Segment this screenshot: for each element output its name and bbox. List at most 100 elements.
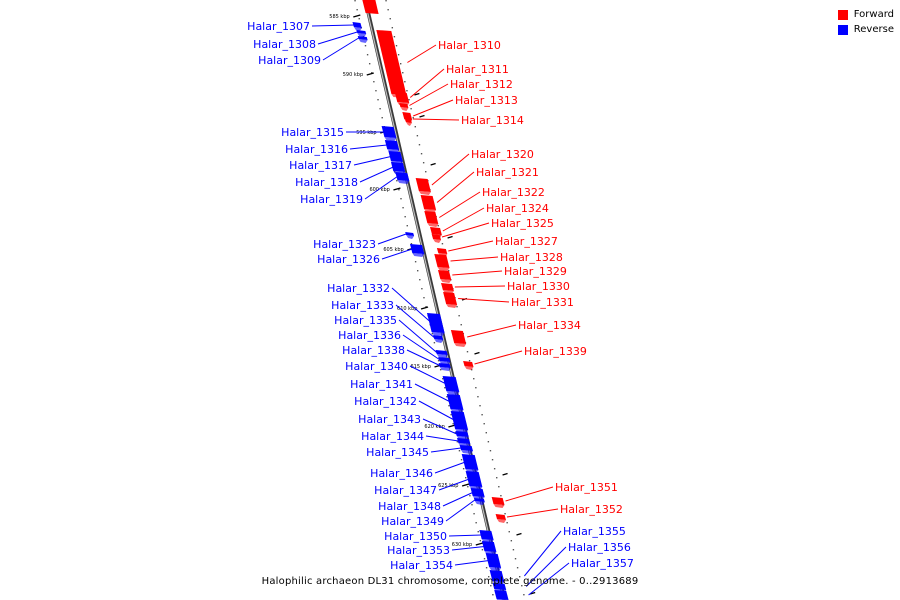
gene-block-reverse bbox=[470, 488, 485, 500]
gene-label-reverse: Halar_1355 bbox=[563, 525, 626, 538]
gene-leader-line bbox=[402, 334, 440, 360]
gene-label-forward: Halar_1327 bbox=[495, 235, 558, 248]
tick-label: 625 kbp bbox=[438, 483, 458, 489]
gene-leader-line bbox=[454, 285, 506, 288]
gene-leader-line bbox=[506, 508, 559, 518]
legend-reverse: Reverse bbox=[837, 22, 894, 37]
gene-label-forward: Halar_1331 bbox=[511, 296, 574, 309]
gene-block-forward bbox=[441, 283, 454, 294]
gene-label-forward: Halar_1313 bbox=[455, 94, 518, 107]
legend: Forward Reverse bbox=[837, 7, 894, 37]
gene-leader-line bbox=[436, 171, 475, 203]
tick-label: 605 kbp bbox=[383, 247, 403, 253]
tick-label: 620 kbp bbox=[424, 424, 444, 430]
gene-leader-line bbox=[422, 418, 457, 435]
gene-block-reverse bbox=[352, 22, 362, 31]
tick-label: 585 kbp bbox=[329, 14, 349, 20]
gene-leader-line bbox=[430, 447, 462, 453]
tick-mark bbox=[461, 483, 470, 487]
gene-leader-line bbox=[442, 207, 485, 232]
tick-label: 600 kbp bbox=[369, 187, 389, 193]
gene-label-forward: Halar_1324 bbox=[486, 202, 549, 215]
genome-caption: Halophilic archaeon DL31 chromosome, com… bbox=[261, 576, 639, 587]
gene-block-reverse bbox=[356, 30, 367, 37]
gene-leader-line bbox=[353, 156, 392, 166]
gene-leader-line bbox=[525, 546, 567, 587]
gene-leader-line bbox=[311, 24, 354, 27]
gene-block-reverse bbox=[461, 454, 479, 473]
tick-label: 595 kbp bbox=[356, 130, 376, 136]
gene-label-forward: Halar_1334 bbox=[518, 319, 581, 332]
gene-block-reverse bbox=[405, 232, 415, 239]
legend-forward-label: Forward bbox=[853, 9, 894, 20]
gene-leader-line bbox=[439, 191, 481, 218]
gene-leader-line bbox=[451, 546, 485, 551]
gene-label-reverse: Halar_1341 bbox=[350, 378, 413, 391]
gene-leader-line bbox=[452, 270, 503, 276]
tick-label: 610 kbp bbox=[397, 306, 417, 312]
gene-leader-line bbox=[448, 240, 494, 252]
gene-label-reverse: Halar_1347 bbox=[374, 484, 437, 497]
gene-leader-line bbox=[445, 499, 476, 522]
tick-mark bbox=[366, 72, 374, 76]
gene-block-forward bbox=[424, 211, 439, 227]
gene-block-reverse bbox=[442, 376, 460, 395]
gene-block-forward bbox=[399, 103, 409, 111]
gene-label-reverse: Halar_1336 bbox=[338, 329, 401, 342]
gene-leader-line bbox=[359, 166, 394, 183]
gene-label-reverse: Halar_1345 bbox=[366, 446, 429, 459]
gene-block-reverse bbox=[409, 244, 425, 257]
gene-label-reverse: Halar_1326 bbox=[317, 253, 380, 266]
gene-label-forward: Halar_1312 bbox=[450, 78, 513, 91]
gene-leader-line bbox=[407, 44, 437, 63]
gene-label-reverse: Halar_1335 bbox=[334, 314, 397, 327]
gene-block-forward bbox=[450, 330, 467, 347]
gene-leader-line bbox=[409, 68, 445, 98]
gene-leader-line bbox=[454, 560, 490, 566]
gene-block-forward bbox=[420, 195, 437, 213]
gene-label-reverse: Halar_1338 bbox=[342, 344, 405, 357]
gene-label-reverse: Halar_1340 bbox=[345, 360, 408, 373]
gene-leader-line bbox=[409, 365, 447, 385]
gene-label-forward: Halar_1321 bbox=[476, 166, 539, 179]
gene-block-forward bbox=[404, 115, 412, 126]
gene-leader-line bbox=[441, 222, 490, 238]
gene-label-forward: Halar_1325 bbox=[491, 217, 554, 230]
forward-swatch bbox=[837, 9, 848, 20]
gene-block-reverse bbox=[435, 350, 448, 358]
gene-leader-line bbox=[438, 478, 470, 491]
gene-block-forward bbox=[438, 270, 452, 283]
gene-leader-line bbox=[528, 562, 570, 596]
gene-leader-line bbox=[317, 31, 358, 45]
gene-leader-line bbox=[431, 153, 470, 186]
gene-label-reverse: Halar_1318 bbox=[295, 176, 358, 189]
gene-block-reverse bbox=[395, 172, 410, 184]
gene-label-forward: Halar_1351 bbox=[555, 481, 618, 494]
gene-label-reverse: Halar_1356 bbox=[568, 541, 631, 554]
gene-block-reverse bbox=[357, 36, 368, 43]
gene-leader-line bbox=[412, 118, 460, 121]
gene-label-reverse: Halar_1357 bbox=[571, 557, 634, 570]
gene-label-reverse: Halar_1316 bbox=[285, 143, 348, 156]
tick-mark bbox=[393, 187, 401, 191]
gene-leader-line bbox=[322, 37, 359, 61]
gene-leader-line bbox=[364, 176, 398, 200]
gene-block-forward bbox=[495, 514, 506, 523]
gene-block-forward bbox=[431, 234, 442, 243]
gene-label-forward: Halar_1330 bbox=[507, 280, 570, 293]
legend-forward: Forward bbox=[837, 7, 894, 22]
gene-label-reverse: Halar_1319 bbox=[300, 193, 363, 206]
gene-leader-line bbox=[467, 324, 517, 338]
gene-leader-line bbox=[448, 534, 482, 537]
gene-leader-line bbox=[398, 319, 438, 353]
gene-leader-line bbox=[414, 383, 451, 403]
gene-block-reverse bbox=[426, 313, 445, 336]
gene-leader-line bbox=[505, 486, 554, 502]
gene-leader-line bbox=[395, 304, 435, 338]
gene-block-reverse bbox=[494, 590, 509, 600]
gene-label-forward: Halar_1322 bbox=[482, 186, 545, 199]
gene-label-reverse: Halar_1342 bbox=[354, 395, 417, 408]
gene-label-reverse: Halar_1348 bbox=[378, 500, 441, 513]
tick-mark bbox=[475, 542, 483, 546]
